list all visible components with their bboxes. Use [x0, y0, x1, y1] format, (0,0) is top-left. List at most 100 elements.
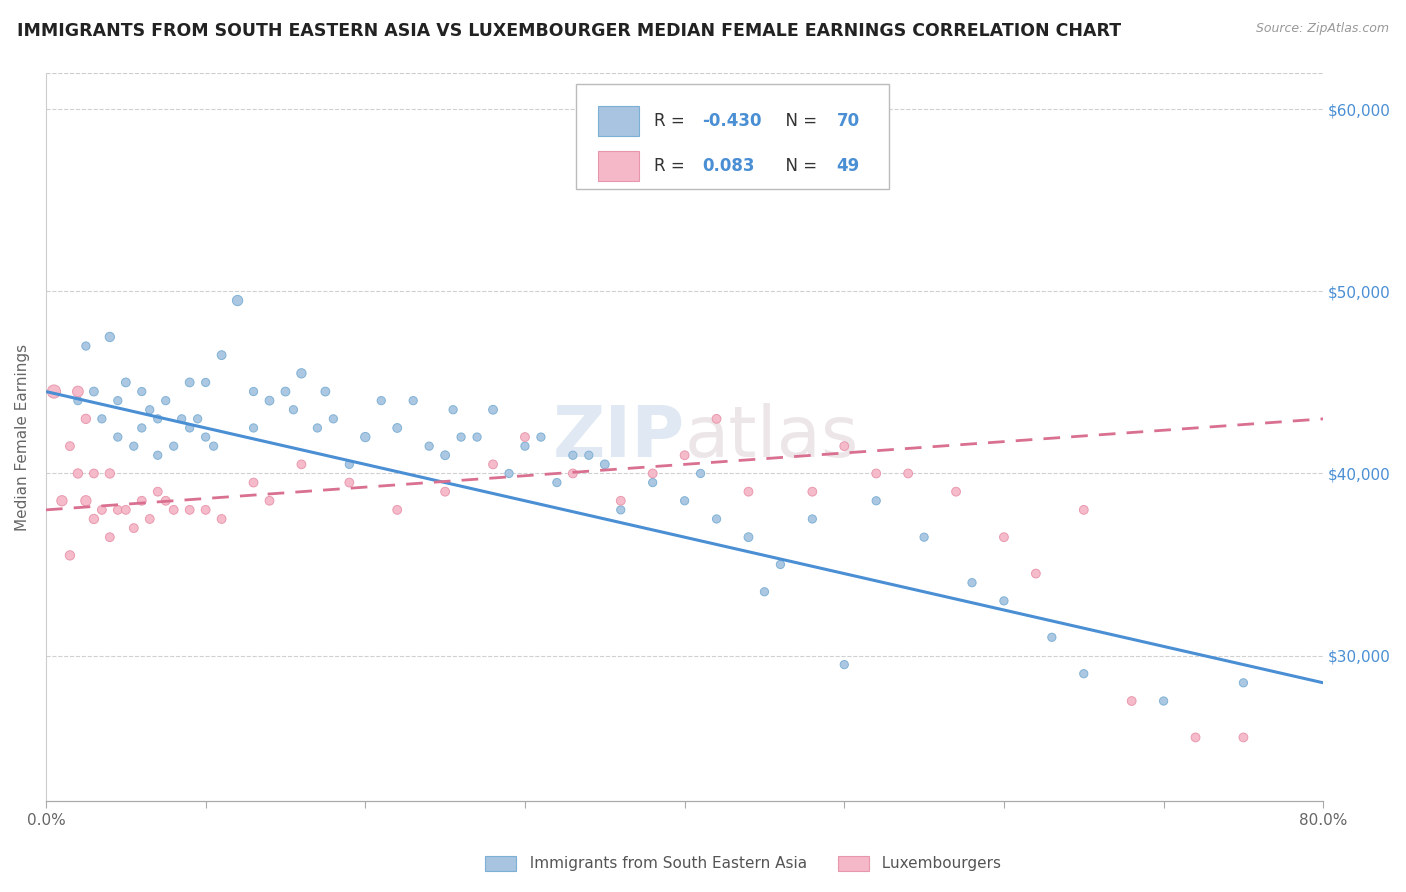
Point	[897, 467, 920, 481]
Point	[945, 484, 967, 499]
Point	[98, 330, 121, 344]
Point	[242, 421, 264, 435]
Point	[75, 339, 97, 353]
Point	[561, 467, 583, 481]
Point	[641, 467, 664, 481]
Point	[42, 384, 65, 399]
Point	[202, 439, 225, 453]
Point	[226, 293, 249, 308]
Point	[530, 430, 553, 444]
Point	[865, 467, 887, 481]
Text: 70: 70	[837, 112, 859, 130]
Text: 0.083: 0.083	[703, 157, 755, 175]
Text: Luxembourgers: Luxembourgers	[872, 856, 1001, 871]
FancyBboxPatch shape	[598, 106, 638, 136]
Point	[465, 430, 488, 444]
Point	[211, 348, 233, 362]
Point	[170, 412, 193, 426]
Point	[179, 376, 201, 390]
Point	[283, 402, 305, 417]
Point	[131, 421, 153, 435]
FancyBboxPatch shape	[576, 84, 889, 189]
Point	[194, 503, 217, 517]
Point	[131, 493, 153, 508]
Point	[59, 549, 82, 563]
Text: 49: 49	[837, 157, 860, 175]
Point	[865, 493, 887, 508]
Point	[163, 503, 186, 517]
Point	[131, 384, 153, 399]
FancyBboxPatch shape	[838, 856, 869, 871]
Point	[146, 412, 169, 426]
Point	[179, 503, 201, 517]
Point	[801, 512, 824, 526]
Point	[706, 412, 728, 426]
Point	[1121, 694, 1143, 708]
Text: IMMIGRANTS FROM SOUTH EASTERN ASIA VS LUXEMBOURGER MEDIAN FEMALE EARNINGS CORREL: IMMIGRANTS FROM SOUTH EASTERN ASIA VS LU…	[17, 22, 1121, 40]
Point	[194, 430, 217, 444]
Point	[546, 475, 568, 490]
Point	[737, 484, 759, 499]
Point	[114, 376, 136, 390]
Point	[450, 430, 472, 444]
Text: Source: ZipAtlas.com: Source: ZipAtlas.com	[1256, 22, 1389, 36]
Point	[146, 448, 169, 462]
Point	[387, 503, 409, 517]
Point	[706, 512, 728, 526]
Point	[641, 475, 664, 490]
Text: R =: R =	[654, 157, 695, 175]
Y-axis label: Median Female Earnings: Median Female Earnings	[15, 343, 30, 531]
Point	[801, 484, 824, 499]
Point	[441, 402, 464, 417]
Point	[434, 484, 457, 499]
Point	[418, 439, 440, 453]
Point	[513, 430, 536, 444]
Point	[66, 467, 89, 481]
Text: ZIP: ZIP	[553, 402, 685, 472]
Point	[354, 430, 377, 444]
Point	[322, 412, 344, 426]
Point	[66, 393, 89, 408]
Point	[832, 657, 855, 672]
Point	[434, 448, 457, 462]
Point	[259, 393, 281, 408]
Text: -0.430: -0.430	[703, 112, 762, 130]
Point	[83, 467, 105, 481]
Point	[179, 421, 201, 435]
Point	[1073, 503, 1095, 517]
Point	[107, 430, 129, 444]
Point	[155, 393, 177, 408]
Point	[673, 493, 696, 508]
Point	[307, 421, 329, 435]
Point	[482, 402, 505, 417]
FancyBboxPatch shape	[598, 151, 638, 181]
Point	[122, 439, 145, 453]
Point	[146, 484, 169, 499]
Point	[1040, 630, 1063, 644]
Point	[314, 384, 336, 399]
Point	[242, 384, 264, 399]
Point	[211, 512, 233, 526]
Point	[689, 467, 711, 481]
Point	[51, 493, 73, 508]
Text: N =: N =	[775, 112, 823, 130]
Point	[578, 448, 600, 462]
Point	[98, 530, 121, 544]
Point	[274, 384, 297, 399]
Point	[75, 412, 97, 426]
Point	[290, 367, 312, 381]
Point	[993, 530, 1015, 544]
Point	[1184, 731, 1206, 745]
Point	[912, 530, 935, 544]
Point	[1073, 666, 1095, 681]
Point	[107, 503, 129, 517]
Point	[593, 458, 616, 472]
Point	[337, 458, 360, 472]
Point	[107, 393, 129, 408]
Point	[90, 412, 112, 426]
FancyBboxPatch shape	[485, 856, 516, 871]
Point	[993, 594, 1015, 608]
Point	[83, 512, 105, 526]
Point	[242, 475, 264, 490]
Point	[960, 575, 983, 590]
